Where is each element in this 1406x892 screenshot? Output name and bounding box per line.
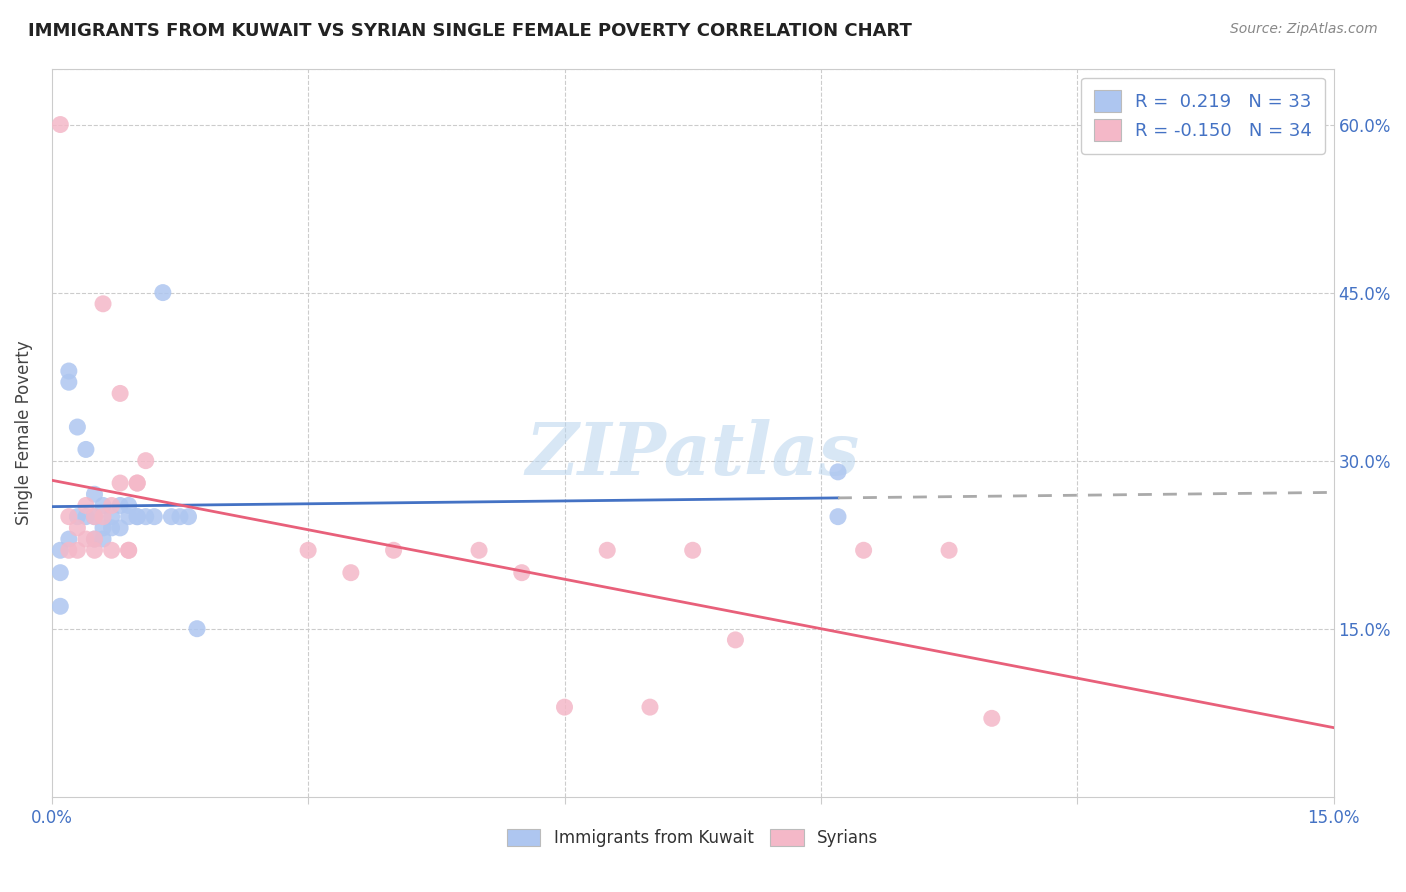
Point [75,499,97,513]
Point [135,453,157,467]
Point [75,442,97,457]
Point [49,566,72,580]
Point [58,509,80,524]
Point [169,509,191,524]
Point [135,509,157,524]
Point [127,476,149,491]
Point [108,499,131,513]
Point [596,543,619,558]
Point [340,566,363,580]
Point [91,297,114,311]
Point [66,420,89,434]
Point [160,509,183,524]
Point [108,386,131,401]
Point [127,476,149,491]
Point [58,364,80,378]
Y-axis label: Single Female Poverty: Single Female Poverty [15,341,32,525]
Point [143,509,166,524]
Point [91,509,114,524]
Point [852,543,875,558]
Point [980,711,1002,725]
Point [938,543,960,558]
Point [83,543,105,558]
Point [49,543,72,558]
Point [58,532,80,546]
Point [83,509,105,524]
Point [127,509,149,524]
Point [100,521,122,535]
Point [100,543,122,558]
Point [66,543,89,558]
Point [66,521,89,535]
Point [66,509,89,524]
Point [58,376,80,390]
Point [108,521,131,535]
Point [91,499,114,513]
Legend: Immigrants from Kuwait, Syrians: Immigrants from Kuwait, Syrians [501,822,884,854]
Point [100,499,122,513]
Point [49,118,72,132]
Point [118,543,141,558]
Point [510,566,533,580]
Point [118,509,141,524]
Point [127,509,149,524]
Point [297,543,319,558]
Text: IMMIGRANTS FROM KUWAIT VS SYRIAN SINGLE FEMALE POVERTY CORRELATION CHART: IMMIGRANTS FROM KUWAIT VS SYRIAN SINGLE … [28,22,912,40]
Point [382,543,405,558]
Point [75,532,97,546]
Point [49,599,72,614]
Point [83,532,105,546]
Point [152,285,174,300]
Point [91,532,114,546]
Point [100,509,122,524]
Point [468,543,491,558]
Point [118,543,141,558]
Text: Source: ZipAtlas.com: Source: ZipAtlas.com [1230,22,1378,37]
Point [75,509,97,524]
Point [83,487,105,501]
Point [724,632,747,647]
Point [827,509,849,524]
Point [177,509,200,524]
Point [827,465,849,479]
Point [83,532,105,546]
Point [682,543,704,558]
Text: ZIPatlas: ZIPatlas [526,419,859,490]
Point [83,509,105,524]
Point [553,700,575,714]
Point [91,521,114,535]
Point [118,499,141,513]
Point [58,543,80,558]
Point [108,476,131,491]
Point [186,622,208,636]
Point [638,700,661,714]
